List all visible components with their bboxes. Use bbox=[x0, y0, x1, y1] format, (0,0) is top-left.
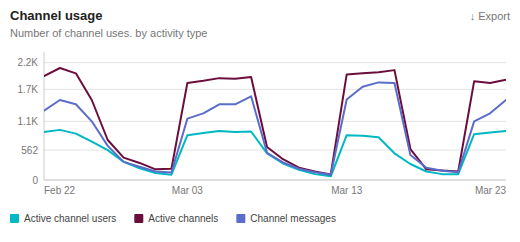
legend-swatch bbox=[236, 214, 245, 223]
grid-line bbox=[44, 121, 506, 122]
x-tick-label: Mar 13 bbox=[331, 185, 363, 196]
y-tick-label: 1.7K bbox=[17, 84, 38, 95]
line bbox=[44, 82, 506, 174]
annotation: ↓ Export bbox=[470, 10, 510, 22]
y-axis-line bbox=[44, 52, 45, 180]
grid-line bbox=[44, 89, 506, 90]
y-axis: 0 562 1.1K 1.7K 2.2K bbox=[17, 52, 506, 186]
y-tick-label: 2.2K bbox=[17, 57, 38, 68]
title: Channel usage bbox=[10, 8, 102, 23]
legend-label: Active channels bbox=[148, 213, 218, 224]
y-tick-label: 1.1K bbox=[17, 116, 38, 127]
x-axis: Feb 22 Mar 03 Mar 13 Mar 23 bbox=[44, 185, 506, 196]
legend: Active channel users Active channels Chann… bbox=[10, 213, 336, 224]
x-tick-label: Mar 03 bbox=[172, 185, 204, 196]
y-tick-label: 562 bbox=[21, 145, 38, 156]
x-axis-line bbox=[44, 180, 506, 181]
legend-label: Channel messages bbox=[250, 213, 336, 224]
y-tick-label: 0 bbox=[32, 175, 38, 186]
grid-line bbox=[44, 180, 506, 181]
subtitle: Number of channel uses. by activity type bbox=[10, 27, 207, 39]
line bbox=[44, 68, 506, 174]
legend-swatch bbox=[134, 214, 143, 223]
chart: Channel usage Number of channel uses. by … bbox=[0, 0, 520, 242]
plot-area bbox=[44, 68, 506, 176]
x-tick-label: Feb 22 bbox=[44, 185, 76, 196]
grid-line bbox=[44, 62, 506, 63]
x-tick-label: Mar 23 bbox=[475, 185, 507, 196]
legend-label: Active channel users bbox=[24, 213, 116, 224]
legend-swatch bbox=[10, 214, 19, 223]
